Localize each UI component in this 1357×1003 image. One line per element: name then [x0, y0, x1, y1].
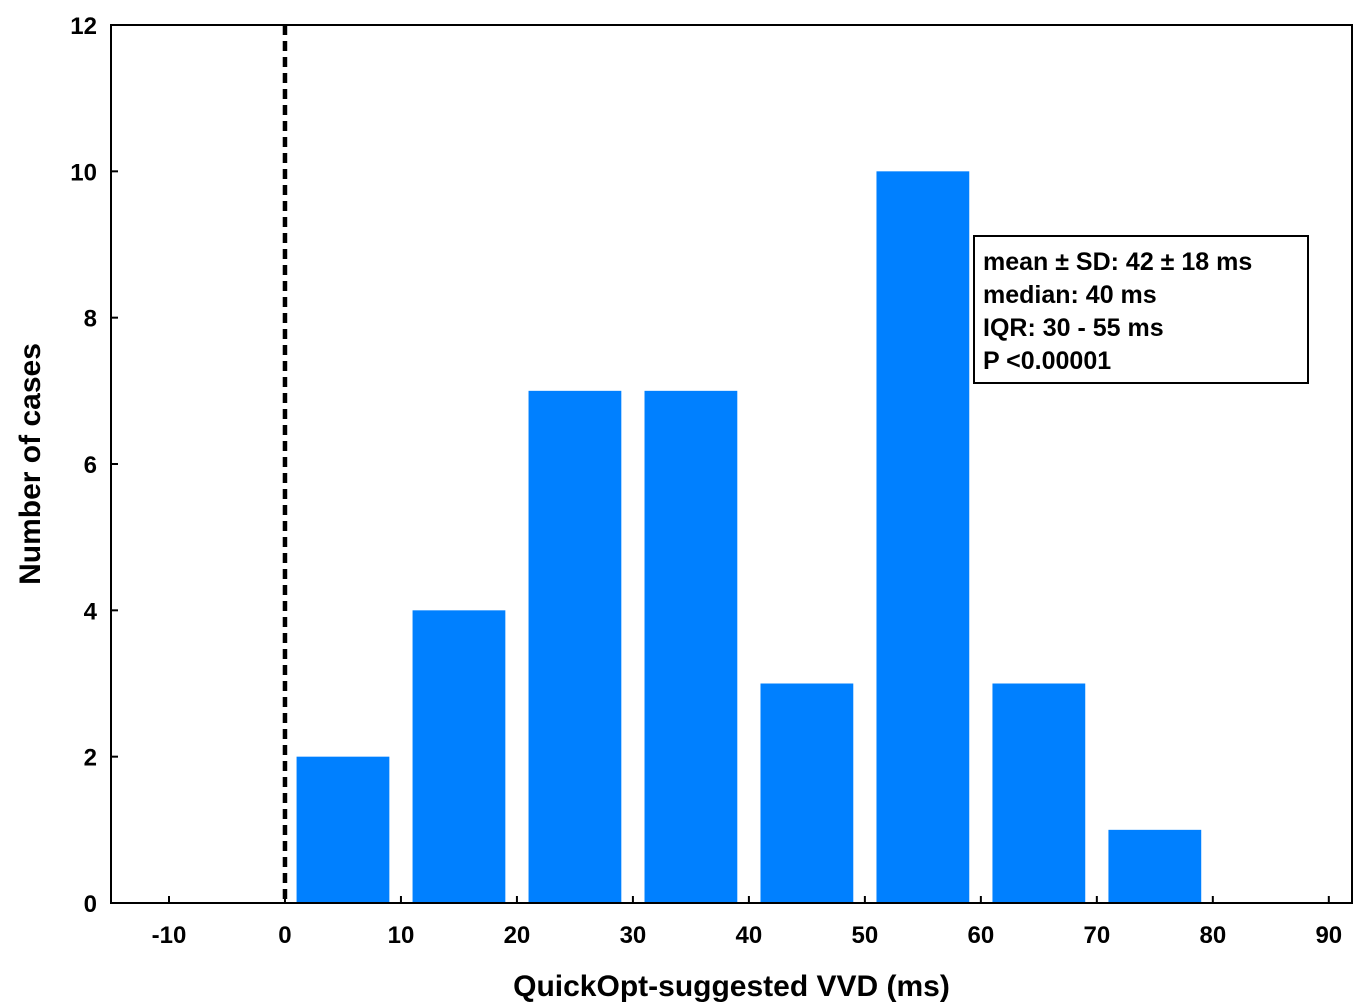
histogram-bar: [876, 171, 970, 904]
y-tick-label: 0: [84, 891, 97, 918]
y-tick-label: 10: [70, 159, 97, 186]
x-tick-label: 50: [852, 922, 879, 949]
x-tick-label: 70: [1083, 922, 1110, 949]
x-tick-label: 20: [504, 922, 531, 949]
x-tick-label: 60: [968, 922, 995, 949]
histogram-bar: [296, 756, 390, 903]
x-axis-ticks: -10 0 10 20 30 40 50 60 70 80 90: [152, 896, 1342, 949]
stats-line-mean-sd: mean ± SD: 42 ± 18 ms: [983, 248, 1252, 276]
x-tick-label: 30: [620, 922, 647, 949]
statistics-box-border: [973, 235, 1309, 384]
x-tick-label: 10: [388, 922, 415, 949]
histogram-bar: [528, 390, 622, 903]
histogram-bar: [1108, 829, 1202, 903]
histogram-bar: [412, 610, 506, 903]
stats-line-p-value: P <0.00001: [983, 347, 1111, 375]
bars-layer: [296, 171, 1202, 904]
x-tick-label: 0: [278, 922, 291, 949]
histogram-bar: [992, 683, 1086, 903]
y-tick-label: 4: [84, 598, 98, 625]
stats-line-median: median: 40 ms: [983, 281, 1157, 309]
histogram-bar: [644, 390, 738, 903]
y-tick-label: 6: [84, 452, 97, 479]
x-axis-title: QuickOpt-suggested VVD (ms): [513, 970, 950, 1003]
x-tick-label: 40: [736, 922, 763, 949]
statistics-annotation-box: mean ± SD: 42 ± 18 ms median: 40 ms IQR:…: [973, 235, 1309, 384]
histogram-bar: [760, 683, 854, 903]
stats-line-iqr: IQR: 30 - 55 ms: [983, 314, 1164, 342]
x-tick-label: 90: [1315, 922, 1342, 949]
y-tick-label: 12: [70, 13, 97, 40]
x-tick-label: -10: [152, 922, 187, 949]
y-axis-title: Number of cases: [14, 343, 47, 585]
y-tick-label: 8: [84, 306, 97, 333]
y-axis-ticks: 0 2 4 6 8 10 12: [70, 13, 118, 918]
y-tick-label: 2: [84, 745, 97, 772]
x-tick-label: 80: [1199, 922, 1226, 949]
